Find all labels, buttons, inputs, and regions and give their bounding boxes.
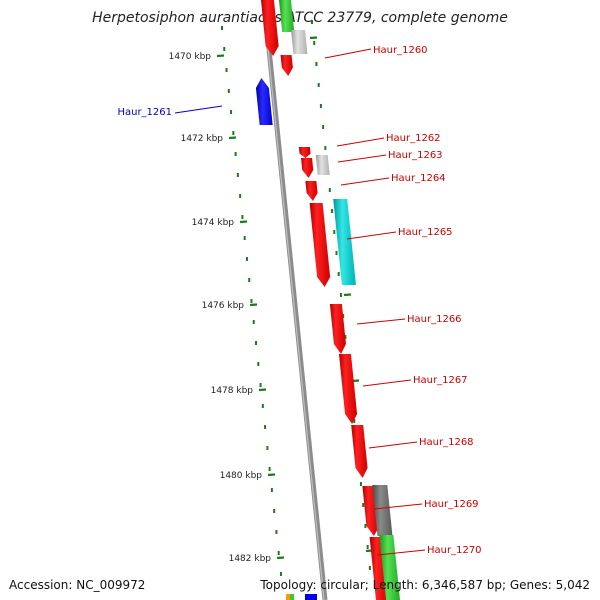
gene-label: Haur_1262: [386, 133, 441, 144]
gene-label: Haur_1264: [391, 173, 446, 184]
gene-arrow-blue: [255, 78, 273, 125]
gene-arrow-red: [280, 55, 293, 76]
topology-text: Topology: circular; Length: 6,346,587 bp…: [260, 578, 590, 592]
gene-leader-line: [368, 441, 418, 449]
gene-label: Haur_1266: [407, 314, 462, 325]
accession-text: Accession: NC_009972: [9, 578, 146, 592]
gene-arrow-red: [338, 354, 358, 424]
gene-arrow-cyan: [333, 199, 356, 285]
gene-label: Haur_1270: [427, 545, 482, 556]
scale-tick: [267, 473, 276, 477]
gene-leader-line: [373, 503, 423, 510]
gene-leader-line: [340, 177, 390, 186]
scale-tick-minor: [343, 293, 352, 297]
scale-label: 1476 kbp: [202, 301, 245, 311]
scale-label: 1470 kbp: [169, 52, 212, 62]
gene-leader-line: [356, 318, 406, 325]
scale-label: 1474 kbp: [192, 218, 235, 228]
gene-label: Haur_1263: [388, 150, 443, 161]
gene-arrow-grey: [291, 30, 308, 54]
scale-tick: [239, 220, 248, 224]
gene-leader-line: [376, 549, 426, 556]
gene-stub-orange: [286, 594, 290, 600]
scale-tick-minor: [309, 36, 318, 40]
gene-arrow-red: [298, 147, 311, 158]
scale-label: 1482 kbp: [229, 554, 272, 564]
scale-label: 1472 kbp: [181, 134, 224, 144]
backbone-highlight: [262, 0, 325, 600]
gene-leader-line: [174, 105, 223, 114]
scale-label: 1480 kbp: [220, 471, 263, 481]
gene-arrow-red: [309, 203, 331, 287]
scale-label: 1478 kbp: [211, 386, 254, 396]
gene-label: Haur_1267: [413, 375, 468, 386]
scale-tick: [258, 388, 267, 392]
gene-arrow-grey: [315, 155, 330, 175]
scale-tick: [228, 136, 237, 140]
gene-stub-blue: [305, 594, 317, 600]
scale-tick: [216, 54, 225, 58]
backbone-line: [261, 0, 328, 600]
gene-arrow-red: [329, 304, 346, 354]
gene-leader-line: [362, 379, 412, 387]
gene-arrow-darkgrey: [372, 485, 393, 536]
scale-tick: [249, 303, 258, 307]
gene-label: Haur_1265: [398, 227, 453, 238]
gene-arrow-red: [351, 425, 368, 478]
map-title: Herpetosiphon aurantiacus ATCC 23779, co…: [92, 10, 508, 26]
gene-arrow-green: [379, 535, 400, 600]
gene-label: Haur_1269: [424, 499, 479, 510]
gene-leader-line: [336, 137, 385, 147]
gene-arrow-green: [278, 0, 295, 32]
scale-tick: [276, 556, 285, 560]
gene-leader-line: [324, 48, 372, 59]
gene-leader-line: [346, 231, 397, 240]
gene-leader-line: [337, 154, 387, 163]
gene-arrow-red: [305, 181, 318, 201]
gene-label: Haur_1268: [419, 437, 474, 448]
gene-arrow-red: [260, 0, 279, 56]
gene-label: Haur_1261: [117, 107, 172, 118]
gene-stub-green: [290, 594, 294, 600]
gene-label: Haur_1260: [373, 45, 428, 56]
gene-arrow-red: [301, 158, 314, 178]
